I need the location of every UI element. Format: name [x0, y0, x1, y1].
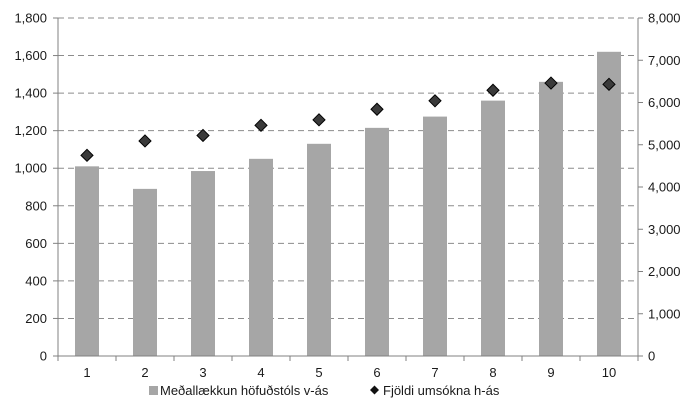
axes: [53, 17, 643, 361]
bar-series: [75, 51, 621, 357]
y-left-tick-label: 400: [25, 273, 47, 288]
y-left-tick-label: 1,000: [14, 161, 47, 176]
bar: [539, 81, 563, 356]
y-left-tick-label: 1,400: [14, 86, 47, 101]
y-right-tick-label: 3,000: [648, 222, 681, 237]
marker-series: [80, 76, 616, 163]
y-right-tick-label: 0: [648, 349, 655, 364]
legend-swatch-bars: [149, 386, 158, 395]
y-left-tick-label: 1,800: [14, 11, 47, 26]
bar: [75, 166, 99, 356]
y-left-tick-label: 1,200: [14, 123, 47, 138]
legend-swatch-markers: [370, 385, 379, 395]
x-tick-label: 9: [547, 365, 554, 380]
y-left-tick-label: 800: [25, 198, 47, 213]
marker-point: [196, 128, 210, 143]
marker-point: [370, 102, 384, 116]
y-right-tick-label: 7,000: [648, 53, 681, 68]
legend: Meðallækkun höfuðstóls v-ás Fjöldi umsók…: [149, 383, 500, 398]
y-right-tick-label: 1,000: [648, 306, 681, 321]
bar: [481, 100, 505, 356]
bar: [249, 158, 273, 356]
legend-label-bars: Meðallækkun höfuðstóls v-ás: [160, 383, 329, 398]
bar: [133, 188, 157, 356]
bar: [423, 116, 447, 356]
x-tick-label: 10: [602, 365, 616, 380]
marker-point: [486, 83, 500, 97]
y-right-tick-label: 6,000: [648, 95, 681, 110]
y-left-tick-label: 600: [25, 236, 47, 251]
y-right-tick-label: 8,000: [648, 11, 681, 26]
y-right-tick-label: 4,000: [648, 180, 681, 195]
x-tick-label: 1: [83, 365, 90, 380]
bar: [365, 127, 389, 356]
marker-point: [312, 113, 326, 127]
marker-point: [428, 94, 442, 108]
marker-point: [544, 76, 558, 90]
legend-label-markers: Fjöldi umsókna h-ás: [383, 383, 500, 398]
marker-point: [254, 118, 268, 133]
y-right-tick-label: 5,000: [648, 137, 681, 152]
marker-point: [602, 77, 616, 92]
tick-labels: 0 200 400 600 800 1,000 1,200 1,400 1,600 1,800 0 1…: [14, 11, 680, 381]
y-left-tick-label: 200: [25, 311, 47, 326]
x-tick-label: 8: [489, 365, 496, 380]
x-tick-label: 7: [431, 365, 438, 380]
marker-point: [138, 134, 152, 148]
y-right-tick-label: 2,000: [648, 264, 681, 279]
bar: [597, 51, 621, 357]
marker-point: [80, 148, 94, 163]
y-left-tick-label: 1,600: [14, 48, 47, 63]
bar: [307, 143, 331, 356]
x-tick-label: 2: [141, 365, 148, 380]
x-tick-label: 3: [199, 365, 206, 380]
x-tick-label: 5: [315, 365, 322, 380]
x-tick-label: 6: [373, 365, 380, 380]
x-tick-label: 4: [257, 365, 264, 380]
y-left-tick-label: 0: [40, 349, 47, 364]
bar: [191, 171, 215, 356]
